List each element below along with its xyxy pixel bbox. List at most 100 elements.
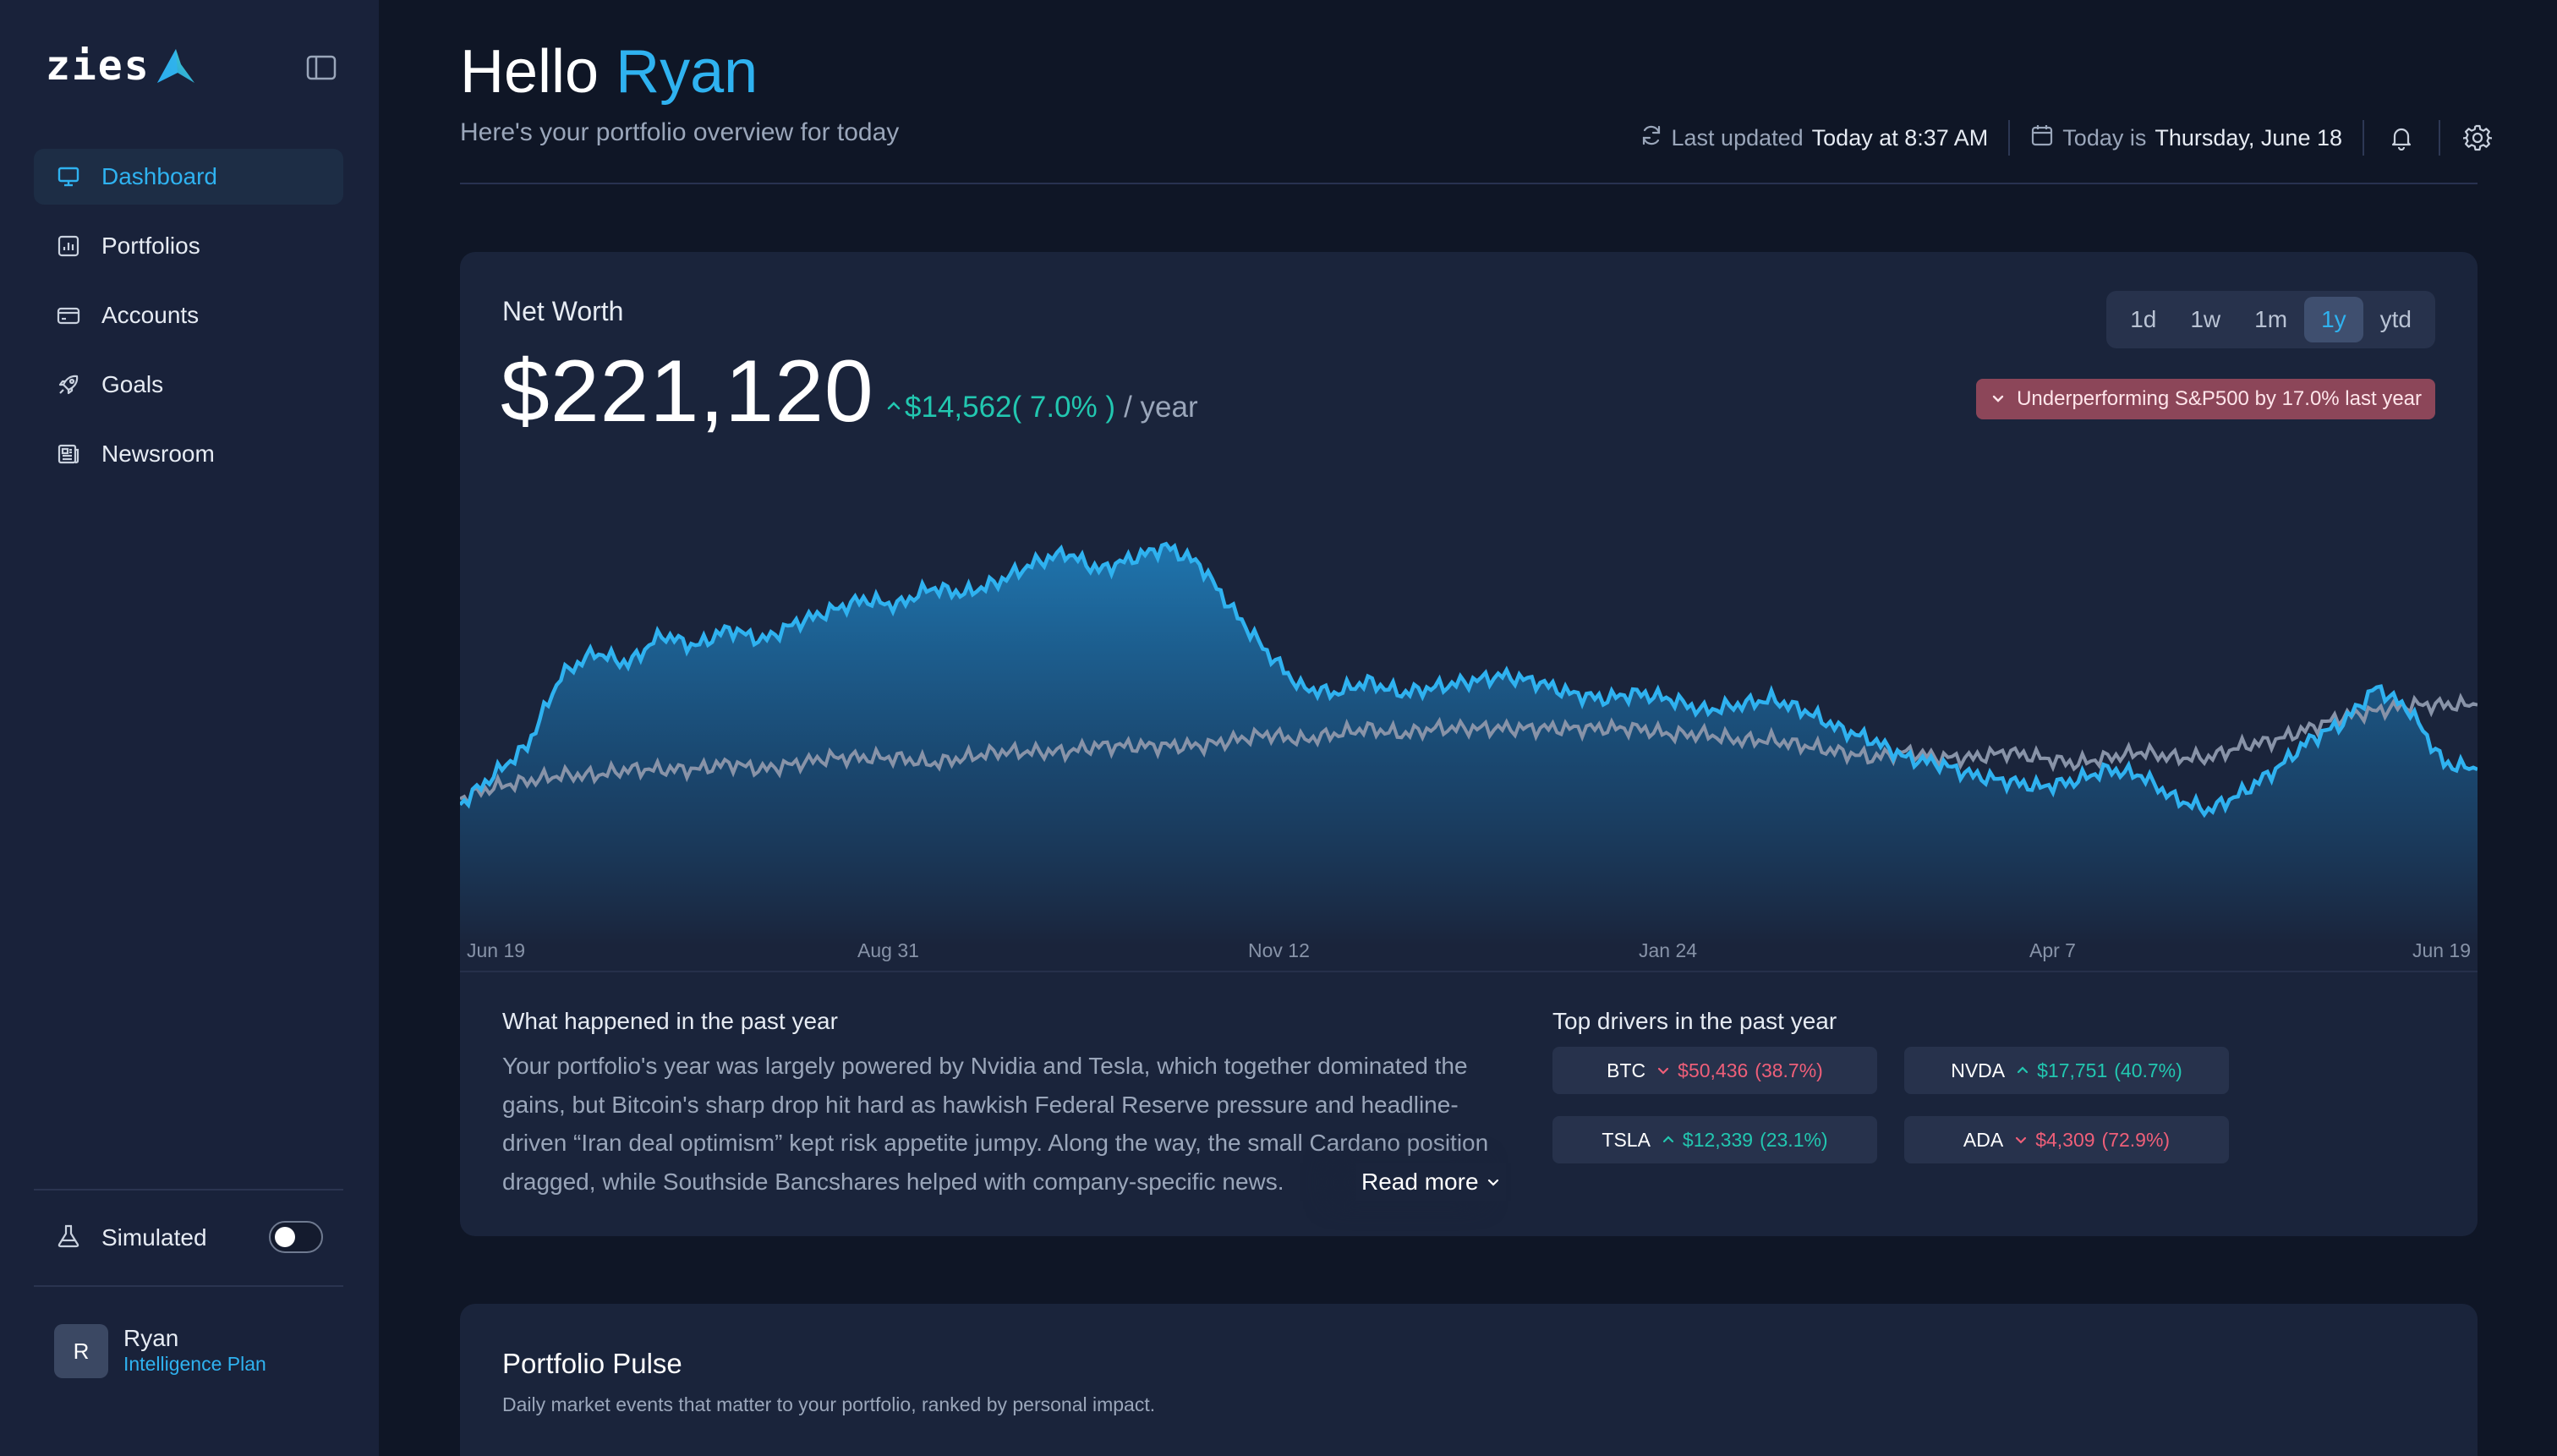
drivers-title: Top drivers in the past year — [1552, 1008, 1837, 1034]
calendar-icon — [2030, 123, 2054, 153]
x-tick-label: Jun 19 — [467, 939, 525, 961]
driver-ticker: TSLA — [1602, 1128, 1651, 1151]
divider — [2363, 120, 2364, 156]
x-tick-label: Aug 31 — [857, 939, 919, 961]
app-logo[interactable]: zies — [46, 42, 196, 90]
sidebar-item-label: Portfolios — [101, 233, 200, 259]
change-percent: ( 7.0% ) — [1011, 391, 1116, 424]
sidebar: zies Dashboard Portfolios Accounts — [0, 0, 379, 1456]
logo-text: zies — [46, 42, 151, 90]
chevron-down-icon — [2016, 1136, 2027, 1144]
sidebar-toggle-icon[interactable] — [306, 54, 337, 81]
rocket-icon — [56, 372, 81, 397]
chevron-down-icon — [1658, 1067, 1669, 1075]
bar-chart-icon — [56, 233, 81, 259]
last-updated-label: Last updated — [1671, 124, 1804, 151]
simulated-label: Simulated — [101, 1224, 207, 1251]
driver-chip-tsla[interactable]: TSLA $12,339 (23.1%) — [1552, 1116, 1877, 1163]
driver-ticker: BTC — [1607, 1059, 1646, 1081]
header-meta: Last updated Today at 8:37 AM Today is T… — [1640, 117, 2494, 159]
net-worth-card: Net Worth $221,120 $14,562 ( 7.0% ) / ye… — [460, 252, 2478, 1236]
driver-amount: $50,436 — [1678, 1059, 1749, 1081]
portfolio-line — [460, 541, 2478, 818]
avatar: R — [54, 1324, 108, 1378]
last-updated-value: Today at 8:37 AM — [1811, 124, 1989, 151]
driver-amount: $17,751 — [2037, 1059, 2108, 1081]
sidebar-item-label: Accounts — [101, 302, 200, 328]
driver-ticker: NVDA — [1951, 1059, 2006, 1081]
range-tab-1m[interactable]: 1m — [2254, 306, 2288, 332]
divider — [2008, 120, 2011, 156]
driver-amount: $4,309 — [2035, 1128, 2095, 1151]
gear-icon[interactable] — [2461, 121, 2494, 155]
sidebar-item-label: Dashboard — [101, 163, 217, 189]
driver-chip-nvda[interactable]: NVDA $17,751 (40.7%) — [1904, 1047, 2229, 1094]
sidebar-item-accounts[interactable]: Accounts — [34, 287, 343, 343]
portfolio-area — [460, 544, 2478, 945]
driver-percent: (23.1%) — [1760, 1128, 1828, 1151]
x-tick-label: Jan 24 — [1639, 939, 1697, 961]
portfolio-pulse-card: Portfolio Pulse Daily market events that… — [460, 1304, 2478, 1456]
x-tick-label: Apr 7 — [2029, 939, 2076, 961]
today-date: Today is Thursday, June 18 — [2030, 123, 2342, 153]
monitor-icon — [56, 164, 81, 189]
bell-icon[interactable] — [2385, 121, 2418, 155]
chevron-up-icon — [883, 391, 905, 424]
x-tick-label: Jun 19 — [2412, 939, 2471, 961]
sidebar-item-portfolios[interactable]: Portfolios — [34, 218, 343, 274]
sidebar-divider — [34, 1189, 343, 1191]
chevron-up-icon — [1662, 1136, 1674, 1143]
user-name: Ryan — [123, 1325, 179, 1351]
driver-ticker: ADA — [1963, 1128, 2004, 1151]
user-plan: Intelligence Plan — [123, 1353, 266, 1375]
sidebar-item-label: Newsroom — [101, 441, 215, 467]
range-tab-1y[interactable]: 1y — [2304, 297, 2363, 342]
chevron-down-icon — [1992, 395, 2004, 402]
driver-chip-btc[interactable]: BTC $50,436 (38.7%) — [1552, 1047, 1877, 1094]
change-period: / year — [1124, 391, 1198, 424]
driver-chip-ada[interactable]: ADA $4,309 (72.9%) — [1904, 1116, 2229, 1163]
read-more-button[interactable]: Read more — [1356, 1163, 1506, 1201]
page-title: Hello Ryan — [460, 37, 758, 107]
performance-badge-text: Underperforming S&P500 by 17.0% last yea… — [2017, 387, 2422, 410]
sidebar-item-label: Goals — [101, 371, 164, 397]
refresh-icon[interactable] — [1640, 123, 1663, 153]
today-label: Today is — [2062, 124, 2147, 151]
divider — [2439, 120, 2440, 156]
net-worth-label: Net Worth — [502, 296, 624, 326]
driver-amount: $12,339 — [1682, 1128, 1754, 1151]
greeting-name: Ryan — [616, 38, 758, 106]
driver-percent: (40.7%) — [2114, 1059, 2182, 1081]
driver-percent: (38.7%) — [1755, 1059, 1823, 1081]
time-range-selector: 1d 1w 1m 1y ytd — [2106, 291, 2435, 348]
greeting-text: Hello — [460, 38, 600, 106]
simulated-row: Simulated — [56, 1218, 323, 1258]
benchmark-line — [460, 692, 2478, 808]
change-amount: $14,562 — [905, 391, 1012, 424]
sidebar-item-newsroom[interactable]: Newsroom — [34, 426, 343, 482]
read-more-label: Read more — [1361, 1169, 1479, 1195]
logo-mark-icon — [156, 49, 194, 83]
pulse-title: Portfolio Pulse — [502, 1348, 682, 1379]
summary-body: Your portfolio's year was largely powere… — [502, 1053, 1489, 1195]
flask-icon — [56, 1223, 81, 1253]
performance-badge[interactable]: Underperforming S&P500 by 17.0% last yea… — [1976, 379, 2435, 419]
header-divider — [460, 183, 2478, 184]
user-profile[interactable]: R Ryan Intelligence Plan — [54, 1324, 266, 1378]
simulated-toggle[interactable] — [269, 1221, 323, 1253]
net-worth-chart[interactable]: Jun 19 Aug 31 Nov 12 Jan 24 Apr 7 Jun 19 — [460, 472, 2478, 1148]
range-tab-1w[interactable]: 1w — [2190, 306, 2221, 332]
chevron-up-icon — [2018, 1066, 2029, 1074]
page-subtitle: Here's your portfolio overview for today — [460, 118, 900, 146]
sidebar-item-goals[interactable]: Goals — [34, 357, 343, 413]
newspaper-icon — [56, 441, 81, 467]
sidebar-item-dashboard[interactable]: Dashboard — [34, 149, 343, 205]
summary-title: What happened in the past year — [502, 1008, 838, 1034]
range-tab-ytd[interactable]: ytd — [2379, 306, 2412, 332]
toggle-knob — [275, 1227, 295, 1247]
range-tab-1d[interactable]: 1d — [2130, 306, 2157, 332]
sidebar-divider — [34, 1285, 343, 1287]
net-worth-value: $221,120 — [501, 342, 874, 441]
user-info: Ryan Intelligence Plan — [123, 1326, 266, 1377]
x-tick-label: Nov 12 — [1248, 939, 1310, 961]
